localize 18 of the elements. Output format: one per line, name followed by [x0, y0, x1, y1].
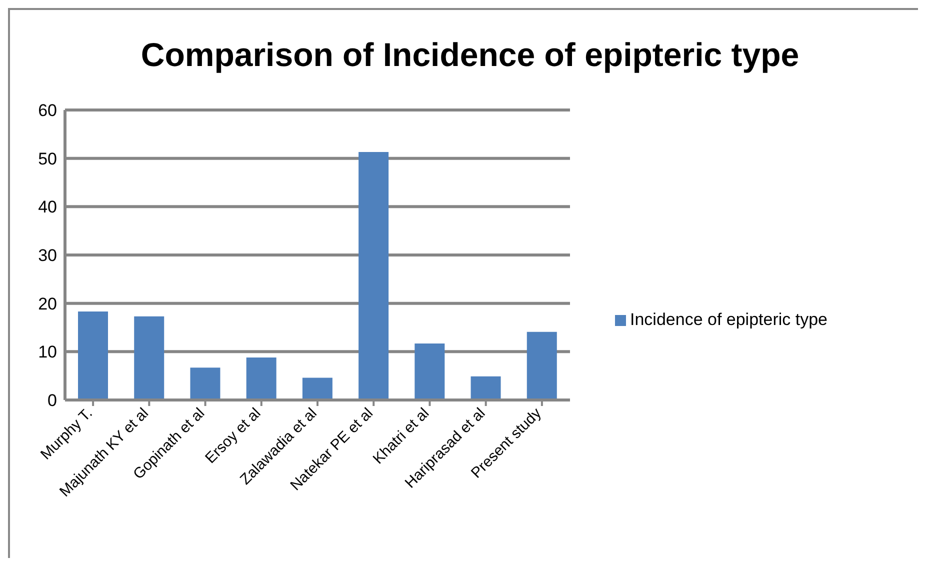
y-tick-label: 40 [38, 198, 57, 217]
y-tick-label: 60 [38, 101, 57, 120]
bar [526, 332, 557, 400]
legend-label: Incidence of epipteric type [630, 310, 828, 329]
y-tick-label: 0 [48, 391, 57, 410]
y-tick-label: 50 [38, 149, 57, 168]
bar [190, 368, 220, 400]
bar [78, 312, 108, 400]
bar [414, 343, 445, 400]
bar [134, 316, 164, 400]
bar [358, 152, 389, 400]
y-tick-label: 20 [38, 294, 57, 314]
bar [470, 376, 501, 400]
bar [302, 378, 332, 400]
bar [246, 357, 276, 400]
y-tick-label: 10 [38, 342, 57, 362]
y-tick-label: 30 [38, 246, 57, 266]
chart-title: Comparison of Incidence of epipteric type [140, 36, 800, 74]
